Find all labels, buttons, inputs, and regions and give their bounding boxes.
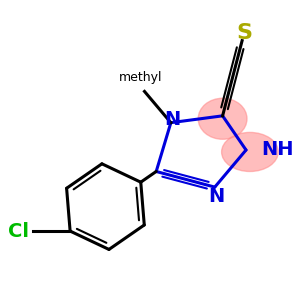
Ellipse shape <box>198 98 247 139</box>
Text: NH: NH <box>262 140 294 160</box>
Text: N: N <box>165 110 181 129</box>
Text: Cl: Cl <box>8 222 29 241</box>
Ellipse shape <box>222 132 278 172</box>
Text: N: N <box>208 188 225 206</box>
Text: S: S <box>236 23 252 43</box>
Text: methyl: methyl <box>119 70 162 84</box>
